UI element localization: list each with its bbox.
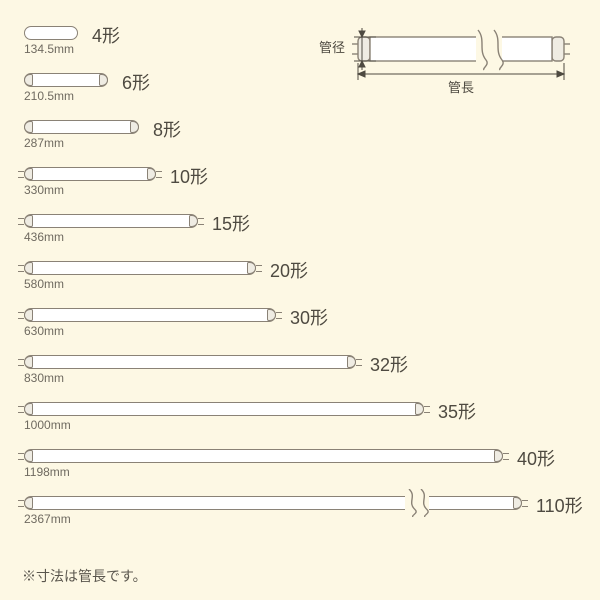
tube-pin bbox=[522, 506, 528, 507]
tube-graphic bbox=[24, 496, 522, 510]
tube-type-label: 15形 bbox=[212, 210, 250, 236]
tube-row: 20形580mm bbox=[24, 261, 522, 295]
tube-pin bbox=[356, 365, 362, 366]
legend-length-label: 管長 bbox=[448, 80, 474, 95]
tube-pin bbox=[18, 318, 24, 319]
tube-pin bbox=[18, 177, 24, 178]
footnote: ※寸法は管長です。 bbox=[22, 566, 147, 586]
tube-length-label: 2367mm bbox=[24, 512, 71, 526]
tube-pin bbox=[18, 459, 24, 460]
tube-type-label: 32形 bbox=[370, 351, 408, 377]
tube-length-label: 287mm bbox=[24, 136, 64, 150]
tube-type-label: 110形 bbox=[536, 492, 583, 518]
tube-length-label: 1000mm bbox=[24, 418, 71, 432]
tube-row: 35形1000mm bbox=[24, 402, 522, 436]
tube-type-label: 40形 bbox=[517, 445, 555, 471]
legend-diameter-label: 管径 bbox=[319, 40, 345, 55]
tube-graphic bbox=[24, 120, 139, 134]
tube-pin bbox=[18, 359, 24, 360]
tube-pin bbox=[424, 406, 430, 407]
tube-graphic bbox=[24, 26, 78, 40]
tube-type-label: 30形 bbox=[290, 304, 328, 330]
tube-row: 110形2367mm bbox=[24, 496, 522, 530]
tube-pin bbox=[18, 218, 24, 219]
tube-length-label: 134.5mm bbox=[24, 42, 74, 56]
tube-length-label: 330mm bbox=[24, 183, 64, 197]
tube-graphic bbox=[24, 214, 198, 228]
tube-row: 15形436mm bbox=[24, 214, 522, 248]
tube-length-label: 630mm bbox=[24, 324, 64, 338]
tube-type-label: 6形 bbox=[122, 69, 150, 95]
tube-pin bbox=[503, 453, 509, 454]
tube-graphic bbox=[24, 167, 156, 181]
tube-row: 30形630mm bbox=[24, 308, 522, 342]
tube-pin bbox=[503, 459, 509, 460]
tube-type-label: 35形 bbox=[438, 398, 476, 424]
tube-pin bbox=[18, 224, 24, 225]
tube-pin bbox=[276, 312, 282, 313]
tube-pin bbox=[18, 453, 24, 454]
tube-length-label: 1198mm bbox=[24, 465, 70, 479]
tube-pin bbox=[256, 271, 262, 272]
tube-length-label: 210.5mm bbox=[24, 89, 74, 103]
tube-pin bbox=[18, 506, 24, 507]
tube-graphic bbox=[24, 355, 356, 369]
tube-type-label: 10形 bbox=[170, 163, 208, 189]
legend-diagram: 管径 管長 bbox=[318, 22, 578, 100]
tube-size-list: 4形134.5mm6形210.5mm8形287mm10形330mm15形436m… bbox=[24, 26, 522, 543]
tube-pin bbox=[522, 500, 528, 501]
tube-row: 32形830mm bbox=[24, 355, 522, 389]
tube-row: 10形330mm bbox=[24, 167, 522, 201]
tube-length-label: 830mm bbox=[24, 371, 64, 385]
tube-pin bbox=[18, 412, 24, 413]
tube-pin bbox=[18, 171, 24, 172]
tube-pin bbox=[424, 412, 430, 413]
tube-pin bbox=[256, 265, 262, 266]
tube-type-label: 8形 bbox=[153, 116, 181, 142]
tube-graphic bbox=[24, 261, 256, 275]
tube-graphic bbox=[24, 73, 108, 87]
tube-graphic bbox=[24, 449, 503, 463]
tube-row: 8形287mm bbox=[24, 120, 522, 154]
tube-pin bbox=[156, 177, 162, 178]
tube-graphic bbox=[24, 402, 424, 416]
tube-row: 40形1198mm bbox=[24, 449, 522, 483]
tube-pin bbox=[356, 359, 362, 360]
tube-type-label: 4形 bbox=[92, 22, 120, 48]
tube-pin bbox=[18, 265, 24, 266]
tube-pin bbox=[18, 312, 24, 313]
tube-pin bbox=[18, 406, 24, 407]
tube-pin bbox=[18, 500, 24, 501]
tube-pin bbox=[198, 224, 204, 225]
tube-pin bbox=[18, 365, 24, 366]
tube-length-label: 436mm bbox=[24, 230, 64, 244]
tube-pin bbox=[276, 318, 282, 319]
tube-pin bbox=[198, 218, 204, 219]
tube-pin bbox=[18, 271, 24, 272]
tube-break bbox=[405, 489, 429, 517]
tube-length-label: 580mm bbox=[24, 277, 64, 291]
tube-pin bbox=[156, 171, 162, 172]
tube-type-label: 20形 bbox=[270, 257, 308, 283]
tube-graphic bbox=[24, 308, 276, 322]
